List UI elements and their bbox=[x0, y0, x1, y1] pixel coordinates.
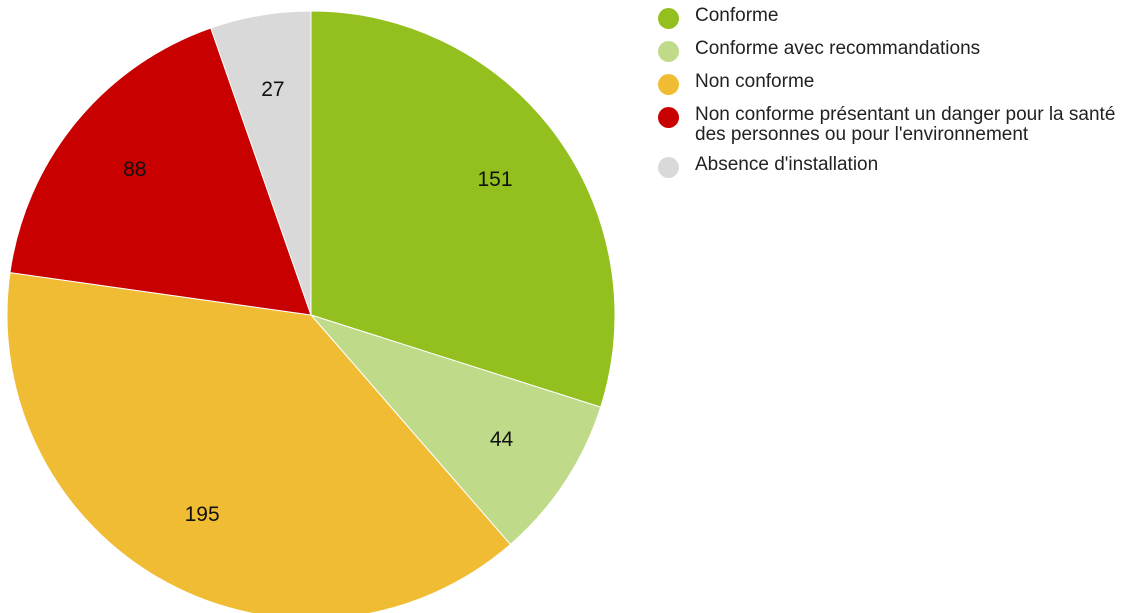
chart: 151 44 195 88 27 bbox=[6, 10, 616, 613]
legend-item: Absence d'installation bbox=[658, 155, 1138, 178]
legend-label: Absence d'installation bbox=[695, 154, 879, 175]
data-label: 44 bbox=[490, 428, 514, 451]
data-label: 195 bbox=[185, 503, 220, 526]
legend-label: Conforme bbox=[695, 5, 779, 26]
pie-slice bbox=[310, 10, 616, 408]
legend-label: Non conforme bbox=[695, 71, 815, 92]
legend-label: Non conforme présentant un danger pour l… bbox=[695, 104, 1116, 145]
legend: Conforme Conforme avec recommandations Non… bbox=[658, 6, 1138, 188]
pie-slice bbox=[309, 313, 602, 546]
legend-item: Conforme avec recommandations bbox=[658, 39, 1138, 62]
pie-slice bbox=[6, 272, 512, 613]
legend-swatch bbox=[658, 107, 679, 128]
data-label: 27 bbox=[261, 78, 284, 101]
legend-item: Non conforme bbox=[658, 72, 1138, 95]
legend-item: Non conforme présentant un danger pour l… bbox=[658, 105, 1138, 145]
data-label: 151 bbox=[478, 168, 513, 191]
legend-swatch bbox=[658, 8, 679, 29]
legend-swatch bbox=[658, 74, 679, 95]
data-label: 88 bbox=[123, 158, 146, 181]
pie-slice bbox=[210, 10, 312, 316]
legend-swatch bbox=[658, 41, 679, 62]
legend-item: Conforme bbox=[658, 6, 1138, 29]
legend-swatch bbox=[658, 157, 679, 178]
legend-label: Conforme avec recommandations bbox=[695, 38, 981, 59]
